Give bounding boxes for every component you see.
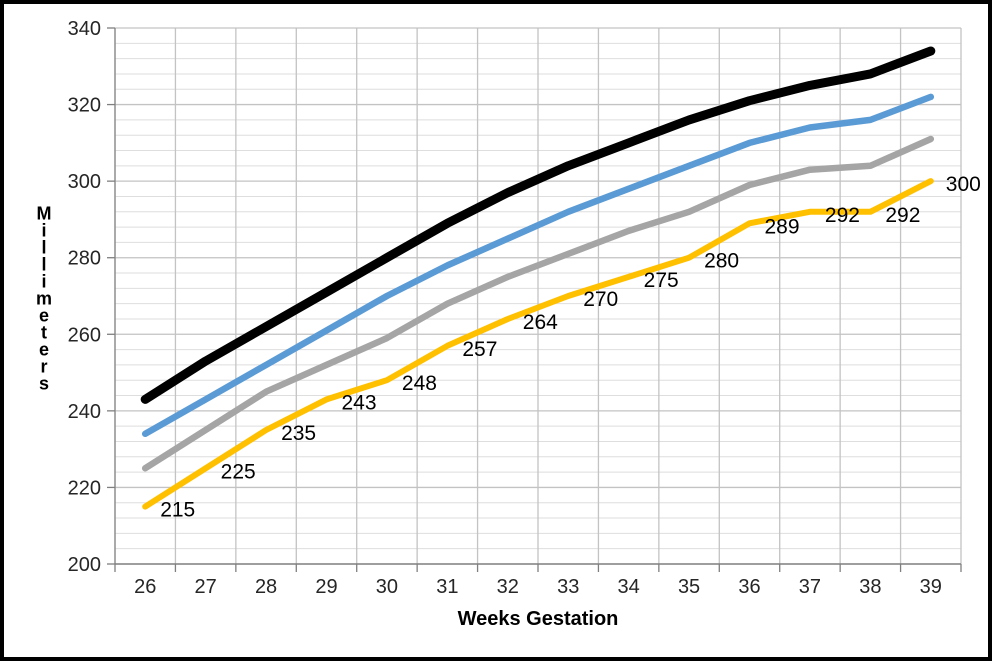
data-label: 270 bbox=[583, 288, 618, 311]
x-tick-label: 34 bbox=[618, 576, 640, 598]
series-line-blue bbox=[141, 93, 935, 438]
x-tick-label: 31 bbox=[436, 576, 458, 598]
x-tick-label: 26 bbox=[134, 576, 156, 598]
x-tick-label: 30 bbox=[376, 576, 398, 598]
data-label: 215 bbox=[160, 499, 195, 522]
data-labels-gold: 215 225 235 243 248 257 264 270 275 280 289 292 292 3… bbox=[160, 173, 981, 521]
data-label: 292 bbox=[825, 204, 860, 227]
data-label: 264 bbox=[523, 311, 558, 334]
y-tick-label: 240 bbox=[68, 401, 101, 423]
series-line-upper-black bbox=[140, 46, 936, 404]
y-axis-title: Millimeters bbox=[34, 203, 54, 391]
y-tick-label: 260 bbox=[68, 324, 101, 346]
y-tick-label: 320 bbox=[68, 95, 101, 117]
data-label: 292 bbox=[885, 204, 920, 227]
y-tick-label: 200 bbox=[68, 554, 101, 576]
x-tick-label: 29 bbox=[315, 576, 337, 598]
x-tick-label: 36 bbox=[738, 576, 760, 598]
vertical-gridlines bbox=[114, 28, 962, 564]
x-axis-title: Weeks Gestation bbox=[457, 608, 619, 630]
y-tick-label: 220 bbox=[68, 477, 101, 499]
y-tick-label: 300 bbox=[68, 171, 101, 193]
x-tick-label: 27 bbox=[195, 576, 217, 598]
x-tick-label: 37 bbox=[799, 576, 821, 598]
data-label: 275 bbox=[644, 269, 679, 292]
x-tick-label: 33 bbox=[557, 576, 579, 598]
data-label: 243 bbox=[342, 391, 377, 414]
data-label: 225 bbox=[221, 460, 256, 483]
data-label: 257 bbox=[462, 338, 497, 361]
x-tick-labels: 26 27 28 29 30 31 32 33 34 35 36 37 38 39 bbox=[134, 576, 942, 598]
axes bbox=[107, 27, 962, 572]
x-tick-label: 35 bbox=[678, 576, 700, 598]
data-label: 300 bbox=[946, 173, 981, 196]
data-label: 235 bbox=[281, 422, 316, 445]
x-tick-label: 38 bbox=[859, 576, 881, 598]
x-tick-label: 28 bbox=[255, 576, 277, 598]
series-line-gray bbox=[141, 135, 935, 472]
y-tick-label: 340 bbox=[68, 18, 101, 40]
data-label: 289 bbox=[765, 215, 800, 238]
y-tick-label: 280 bbox=[68, 248, 101, 270]
data-label: 280 bbox=[704, 250, 739, 273]
y-tick-labels: 200 220 240 260 280 300 320 340 bbox=[68, 18, 101, 576]
data-label: 248 bbox=[402, 372, 437, 395]
x-tick-label: 32 bbox=[497, 576, 519, 598]
series-line-gold bbox=[142, 178, 934, 510]
x-tick-label: 39 bbox=[920, 576, 942, 598]
